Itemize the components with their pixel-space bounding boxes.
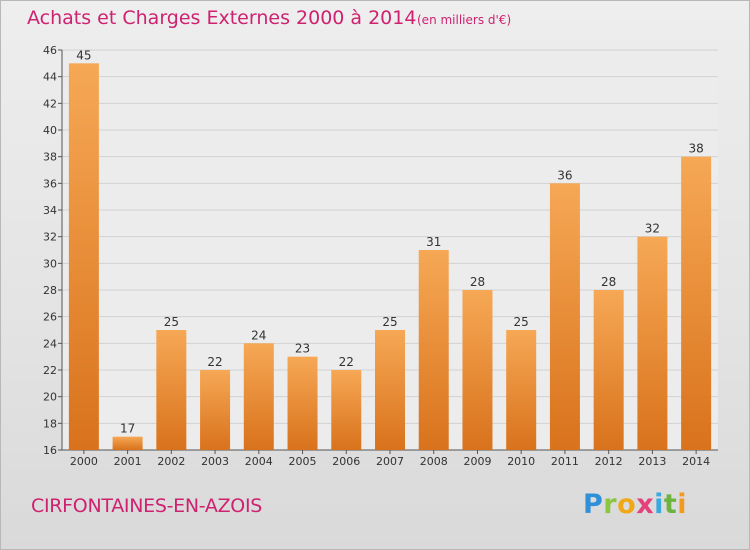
y-tick-label: 34 bbox=[43, 204, 57, 217]
bar bbox=[506, 330, 537, 450]
bar bbox=[375, 330, 405, 450]
logo-letter: r bbox=[603, 489, 618, 520]
logo-letter: o bbox=[617, 489, 637, 520]
bar bbox=[243, 343, 274, 450]
bar bbox=[462, 290, 493, 450]
data-label: 45 bbox=[76, 48, 91, 62]
data-label: 24 bbox=[251, 328, 266, 342]
bar bbox=[637, 236, 668, 450]
chart-subtitle: (en milliers d'€) bbox=[417, 13, 512, 27]
data-label: 22 bbox=[339, 355, 354, 369]
bar bbox=[287, 356, 318, 450]
y-tick-label: 44 bbox=[43, 71, 57, 84]
data-label: 25 bbox=[382, 315, 397, 329]
x-tick-label: 2010 bbox=[507, 455, 535, 468]
data-label: 28 bbox=[601, 275, 616, 289]
y-tick-label: 28 bbox=[43, 284, 57, 297]
data-label: 36 bbox=[557, 168, 572, 182]
bar bbox=[200, 370, 231, 450]
proxiti-logo: Proxiti bbox=[583, 489, 687, 520]
data-label: 25 bbox=[514, 315, 529, 329]
x-tick-label: 2012 bbox=[595, 455, 623, 468]
y-tick-label: 46 bbox=[43, 44, 57, 57]
x-tick-label: 2004 bbox=[245, 455, 273, 468]
logo-letter: x bbox=[636, 489, 655, 520]
x-tick-label: 2009 bbox=[463, 455, 491, 468]
x-tick-label: 2002 bbox=[157, 455, 185, 468]
data-label: 32 bbox=[645, 222, 660, 236]
x-tick-label: 2013 bbox=[638, 455, 666, 468]
y-tick-label: 40 bbox=[43, 124, 57, 137]
x-tick-label: 2014 bbox=[682, 455, 710, 468]
data-label: 22 bbox=[207, 355, 222, 369]
x-tick-label: 2006 bbox=[332, 455, 360, 468]
bar bbox=[68, 63, 99, 450]
data-label: 25 bbox=[164, 315, 179, 329]
logo-letter: i bbox=[677, 489, 688, 520]
place-name: CIRFONTAINES-EN-AZOIS bbox=[31, 495, 263, 517]
x-tick-label: 2005 bbox=[289, 455, 317, 468]
y-tick-label: 16 bbox=[43, 444, 57, 457]
x-tick-label: 2007 bbox=[376, 455, 404, 468]
bar bbox=[593, 290, 624, 450]
x-tick-label: 2003 bbox=[201, 455, 229, 468]
bar bbox=[681, 156, 712, 450]
logo-letter: P bbox=[583, 489, 604, 520]
logo-letter: i bbox=[654, 489, 664, 520]
x-tick-label: 2008 bbox=[420, 455, 448, 468]
data-label: 23 bbox=[295, 342, 310, 356]
bar bbox=[331, 370, 362, 450]
data-label: 17 bbox=[120, 422, 135, 436]
plot-area: 16 18 20 22 24 26 28 30 32 34 36 38 40 42 44 46 45 2000 17… bbox=[43, 44, 718, 468]
data-label: 31 bbox=[426, 235, 441, 249]
y-tick-label: 24 bbox=[43, 337, 57, 350]
logo-letter: t bbox=[663, 489, 678, 520]
data-label: 28 bbox=[470, 275, 485, 289]
y-tick-label: 32 bbox=[43, 231, 57, 244]
y-tick-label: 26 bbox=[43, 311, 57, 324]
y-tick-label: 20 bbox=[43, 391, 57, 404]
bar bbox=[156, 330, 187, 450]
data-label: 38 bbox=[688, 142, 703, 156]
x-tick-label: 2000 bbox=[70, 455, 98, 468]
y-tick-label: 22 bbox=[43, 364, 57, 377]
y-tick-label: 38 bbox=[43, 151, 57, 164]
y-tick-label: 30 bbox=[43, 257, 57, 270]
bar bbox=[549, 183, 580, 451]
bar bbox=[112, 436, 143, 450]
y-tick-label: 36 bbox=[43, 177, 57, 190]
y-tick-label: 18 bbox=[43, 417, 57, 430]
chart-title: Achats et Charges Externes 2000 à 2014 bbox=[27, 7, 417, 29]
bar bbox=[418, 250, 449, 450]
x-tick-label: 2011 bbox=[551, 455, 579, 468]
x-tick-label: 2001 bbox=[114, 455, 142, 468]
y-tick-label: 42 bbox=[43, 97, 57, 110]
